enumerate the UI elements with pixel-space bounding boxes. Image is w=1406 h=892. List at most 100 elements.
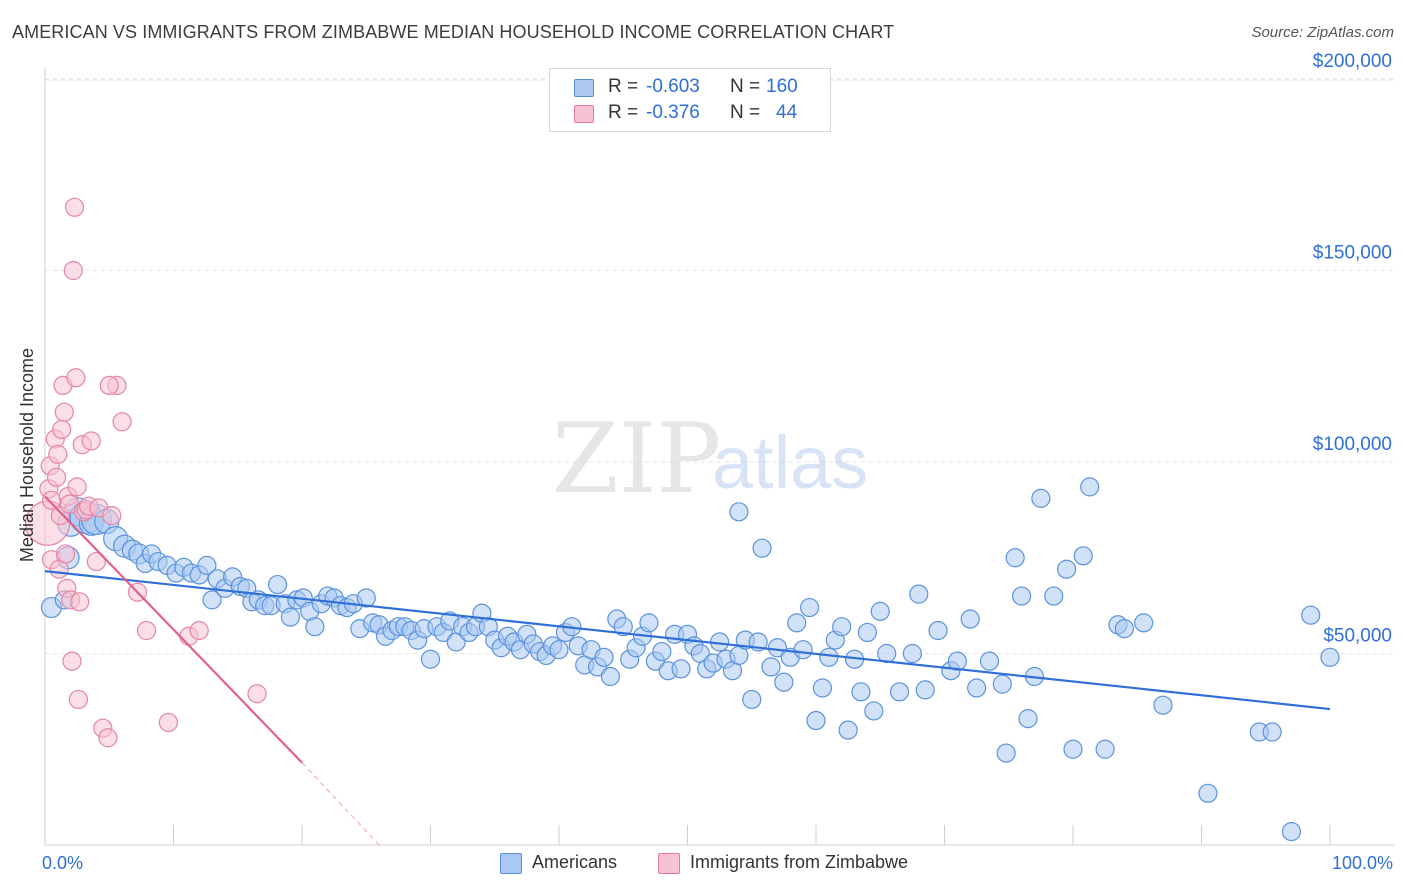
americans-point bbox=[1153, 695, 1173, 715]
americans-point bbox=[799, 597, 820, 618]
americans-point bbox=[889, 682, 910, 702]
n-label: N = bbox=[730, 102, 761, 123]
watermark-atlas: atlas bbox=[712, 421, 868, 504]
americans-point bbox=[1134, 613, 1154, 633]
zimbabwe-point bbox=[158, 712, 178, 733]
americans-point bbox=[594, 647, 614, 667]
americans-swatch bbox=[574, 79, 594, 97]
americans-point bbox=[280, 607, 301, 627]
zimbabwe-swatch bbox=[574, 105, 594, 123]
zimbabwe-point bbox=[70, 592, 90, 612]
americans-point bbox=[857, 622, 878, 643]
americans-point bbox=[838, 720, 858, 740]
zimbabwe-point bbox=[52, 419, 72, 440]
zimbabwe-point bbox=[112, 412, 132, 432]
americans-point bbox=[729, 502, 749, 522]
legend-row-americans: R = -0.603 N = 160 bbox=[550, 74, 830, 100]
americans-point bbox=[420, 649, 441, 669]
americans-point bbox=[864, 701, 884, 721]
americans-point bbox=[197, 555, 217, 576]
americans-point bbox=[1011, 586, 1032, 606]
americans-point bbox=[902, 643, 922, 664]
americans-point bbox=[1063, 739, 1083, 759]
americans-point bbox=[356, 588, 376, 608]
americans-point bbox=[1056, 559, 1077, 579]
r-label: R = bbox=[608, 102, 639, 123]
americans-point bbox=[787, 613, 807, 633]
chart-title: AMERICAN VS IMMIGRANTS FROM ZIMBABWE MED… bbox=[12, 22, 895, 42]
y-tick-label: $100,000 bbox=[1313, 434, 1392, 455]
americans-point bbox=[960, 609, 980, 629]
americans-point bbox=[613, 617, 633, 637]
americans-point bbox=[967, 678, 987, 698]
zimbabwe-point bbox=[62, 651, 82, 671]
zimbabwe-point bbox=[99, 375, 119, 395]
zimbabwe-legend-label: Immigrants from Zimbabwe bbox=[690, 852, 909, 872]
americans-point bbox=[1080, 477, 1100, 497]
zimbabwe-point bbox=[86, 551, 107, 572]
correlation-legend: R = -0.603 N = 160 R = -0.376 N = 44 bbox=[549, 68, 831, 132]
zimbabwe-trend-line bbox=[44, 495, 303, 764]
americans-point bbox=[1198, 783, 1218, 803]
americans-point bbox=[1044, 586, 1064, 606]
americans-point bbox=[870, 601, 890, 621]
americans-point bbox=[819, 647, 839, 667]
americans-point bbox=[1073, 546, 1093, 566]
americans-point bbox=[305, 617, 325, 637]
r-value: -0.376 bbox=[646, 102, 700, 123]
n-label: N = bbox=[730, 76, 761, 97]
americans-point bbox=[1301, 605, 1321, 625]
zimbabwe-point bbox=[98, 728, 118, 748]
zimbabwe-point bbox=[48, 444, 68, 464]
americans-point bbox=[832, 617, 852, 637]
americans-point bbox=[202, 590, 222, 610]
watermark-zip: ZIP bbox=[552, 403, 721, 515]
americans-point bbox=[671, 659, 691, 679]
y-tick-label: $150,000 bbox=[1313, 243, 1392, 264]
zimbabwe-point bbox=[81, 431, 101, 451]
legend-row-zimbabwe: R = -0.376 N = 44 bbox=[550, 100, 830, 126]
trend-lines bbox=[44, 495, 1331, 846]
zimbabwe-point bbox=[64, 197, 85, 217]
zimbabwe-point bbox=[46, 467, 67, 487]
zimbabwe-point bbox=[55, 544, 76, 564]
americans-point bbox=[992, 674, 1012, 694]
x-tick-label: 100.0% bbox=[1332, 853, 1393, 873]
zimbabwe-point bbox=[136, 620, 157, 641]
americans-point bbox=[915, 680, 935, 700]
y-axis-label: Median Household Income bbox=[17, 348, 37, 562]
americans-point bbox=[928, 620, 948, 641]
americans-point bbox=[1031, 488, 1051, 508]
americans-point bbox=[851, 682, 871, 702]
americans-point bbox=[267, 574, 288, 595]
americans-point bbox=[600, 666, 621, 687]
americans-trend-line bbox=[44, 570, 1331, 711]
americans-point bbox=[1005, 548, 1025, 568]
americans-point bbox=[1095, 739, 1115, 759]
y-tick-labels: $50,000 $100,000 $150,000 $200,000 bbox=[1313, 51, 1392, 647]
americans-legend-swatch bbox=[500, 853, 522, 874]
americans-point bbox=[909, 584, 929, 604]
y-tick-label: $50,000 bbox=[1323, 626, 1392, 647]
chart-source: Source: ZipAtlas.com bbox=[1251, 24, 1394, 41]
zimbabwe-point bbox=[63, 260, 83, 281]
americans-point bbox=[1320, 647, 1340, 667]
americans-point bbox=[996, 743, 1016, 763]
americans-point bbox=[1114, 619, 1135, 639]
americans-point bbox=[549, 640, 569, 660]
americans-point bbox=[793, 640, 813, 660]
americans-point bbox=[752, 538, 772, 558]
zimbabwe-legend-swatch bbox=[658, 853, 680, 874]
americans-point bbox=[1018, 709, 1038, 729]
zimbabwe-point bbox=[66, 368, 86, 388]
americans-point bbox=[761, 657, 781, 677]
r-value: -0.603 bbox=[646, 76, 700, 97]
n-value: 160 bbox=[766, 76, 798, 97]
x-tick-labels: 0.0% 100.0% bbox=[42, 853, 1393, 873]
zimbabwe-point bbox=[247, 684, 267, 704]
americans-point bbox=[979, 651, 1000, 671]
americans-point bbox=[639, 613, 659, 633]
zimbabwe-point bbox=[67, 477, 87, 497]
r-label: R = bbox=[608, 76, 639, 97]
